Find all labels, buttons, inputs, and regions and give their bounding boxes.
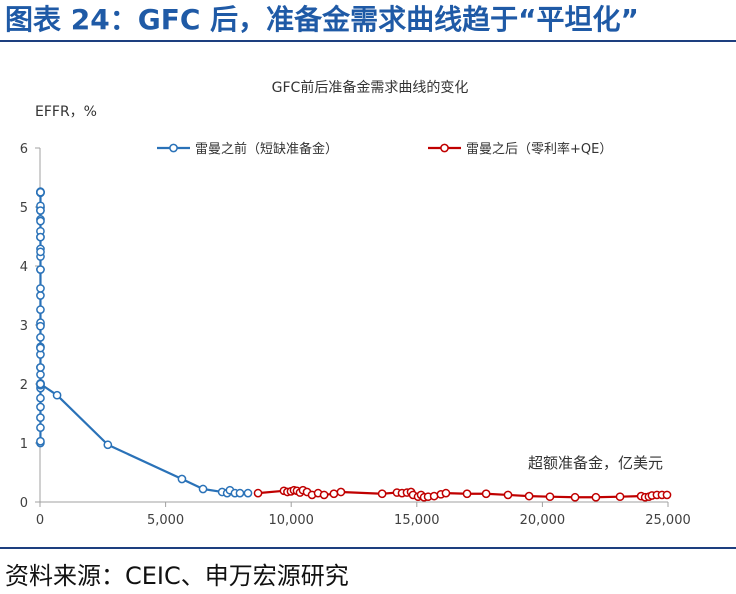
y-tick-label: 6 bbox=[20, 142, 28, 157]
x-tick-label: 25,000 bbox=[645, 513, 691, 528]
after-lehman-point bbox=[591, 492, 601, 502]
chart-title: GFC前后准备金需求曲线的变化 bbox=[272, 79, 469, 96]
after-lehman-point bbox=[441, 488, 451, 498]
y-tick-label: 1 bbox=[20, 437, 28, 452]
before-lehman-point bbox=[103, 440, 113, 450]
after-lehman-point bbox=[462, 489, 472, 499]
x-axis-title: 超额准备金，亿美元 bbox=[528, 454, 663, 472]
before-lehman-point bbox=[36, 343, 45, 353]
after-lehman-point bbox=[481, 489, 491, 499]
source-note: 资料来源：CEIC、申万宏源研究 bbox=[5, 562, 349, 590]
before-lehman-point bbox=[36, 206, 45, 215]
legend-item-before-lehman: 雷曼之前（短缺准备金） bbox=[157, 141, 338, 157]
before-lehman-point bbox=[36, 232, 45, 242]
before-lehman-point bbox=[198, 484, 208, 494]
before-lehman-point bbox=[36, 265, 45, 274]
before-lehman-point bbox=[36, 423, 45, 433]
y-tick-label: 5 bbox=[20, 201, 28, 216]
legend: 雷曼之前（短缺准备金） 雷曼之后（零利率+QE） bbox=[157, 141, 612, 157]
y-tick-label: 2 bbox=[20, 378, 28, 393]
before-lehman-point bbox=[177, 474, 187, 484]
after-lehman-point bbox=[503, 490, 513, 500]
y-tick-label: 0 bbox=[20, 496, 28, 511]
figure-footer: 资料来源：CEIC、申万宏源研究 bbox=[0, 544, 736, 594]
before-lehman-point bbox=[36, 321, 45, 331]
before-lehman-point bbox=[235, 488, 245, 498]
y-axis-title: EFFR，% bbox=[35, 104, 97, 120]
plot-series bbox=[36, 187, 672, 502]
after-lehman-point bbox=[336, 487, 346, 497]
y-tick-label: 3 bbox=[20, 319, 28, 334]
before-lehman-line bbox=[39, 190, 250, 495]
before-lehman-point bbox=[36, 379, 45, 389]
header-rule bbox=[0, 40, 736, 42]
legend-item-after-lehman: 雷曼之后（零利率+QE） bbox=[428, 141, 612, 157]
x-tick-label: 10,000 bbox=[268, 513, 314, 528]
after-lehman-point bbox=[377, 489, 387, 499]
before-lehman-point bbox=[36, 393, 45, 403]
y-tick-label: 4 bbox=[20, 260, 28, 275]
x-tick-label: 20,000 bbox=[520, 513, 566, 528]
before-lehman-point bbox=[52, 390, 62, 400]
x-tick-label: 15,000 bbox=[394, 513, 440, 528]
before-lehman-point bbox=[243, 488, 253, 498]
before-lehman-point bbox=[36, 333, 45, 342]
before-lehman-point bbox=[36, 284, 45, 293]
before-lehman-point bbox=[36, 413, 45, 422]
after-lehman-point bbox=[329, 489, 339, 499]
before-lehman-point bbox=[36, 216, 45, 226]
after-lehman-point bbox=[319, 490, 329, 500]
before-lehman-point bbox=[36, 436, 45, 446]
after-lehman-point bbox=[615, 492, 625, 502]
before-lehman-point bbox=[36, 370, 45, 379]
after-lehman-point bbox=[545, 492, 555, 502]
legend-swatch-marker bbox=[169, 143, 178, 153]
legend-label: 雷曼之后（零利率+QE） bbox=[466, 141, 612, 157]
before-lehman-point bbox=[36, 402, 45, 412]
x-tick-label: 0 bbox=[36, 513, 44, 528]
before-lehman-point bbox=[36, 247, 45, 257]
legend-label: 雷曼之前（短缺准备金） bbox=[195, 141, 338, 157]
figure-header: 图表 24：GFC 后，准备金需求曲线趋于“平坦化” bbox=[0, 0, 736, 42]
x-tick-label: 5,000 bbox=[147, 513, 184, 528]
after-lehman-point bbox=[662, 490, 672, 500]
before-lehman-point bbox=[36, 305, 45, 315]
before-lehman-point bbox=[36, 363, 45, 372]
series-before-lehman bbox=[36, 187, 253, 498]
legend-swatch-marker bbox=[440, 143, 449, 153]
after-lehman-point bbox=[253, 488, 263, 498]
after-lehman-point bbox=[524, 491, 534, 501]
before-lehman-point bbox=[36, 291, 45, 300]
after-lehman-point bbox=[570, 492, 580, 502]
figure-title: 图表 24：GFC 后，准备金需求曲线趋于“平坦化” bbox=[5, 3, 639, 36]
footer-rule bbox=[0, 547, 736, 549]
before-lehman-point bbox=[36, 187, 45, 197]
series-after-lehman bbox=[253, 485, 672, 502]
